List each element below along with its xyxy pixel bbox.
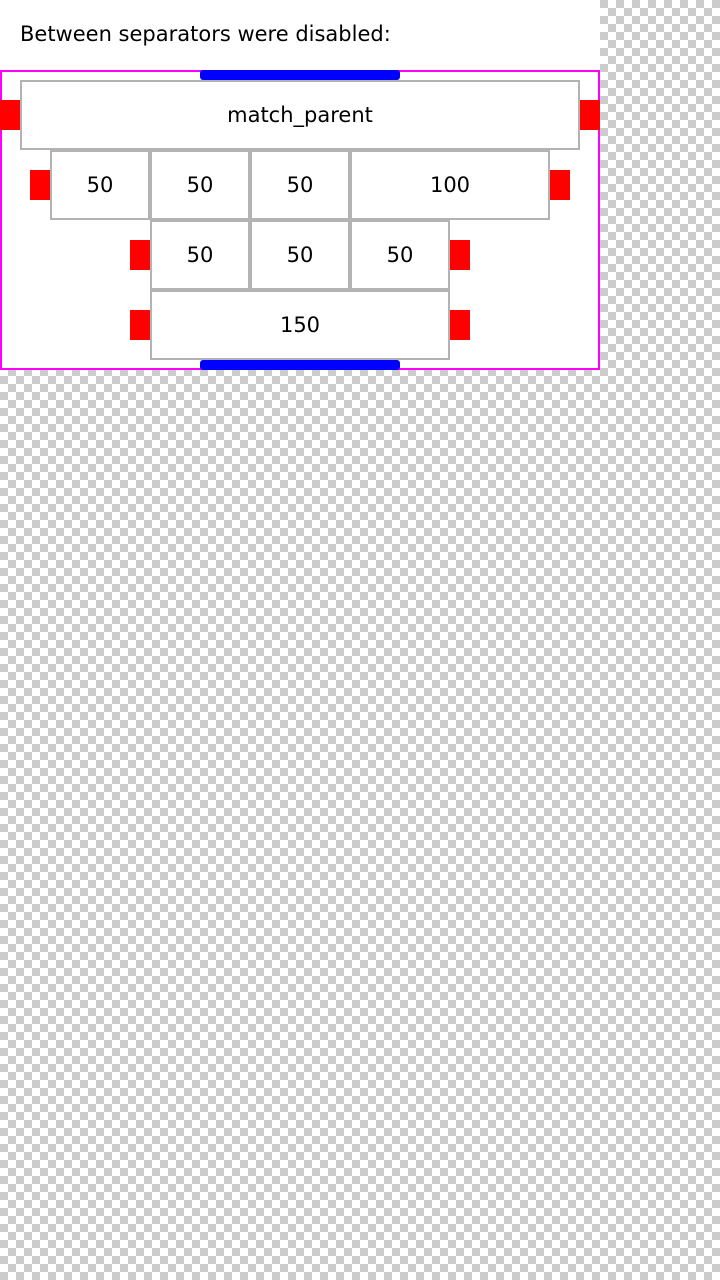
- row-4-end-separator: [450, 310, 470, 340]
- row-4-start-separator: [130, 310, 150, 340]
- cell-row-4-1: 150: [150, 290, 450, 360]
- row-2-end-separator: [550, 170, 570, 200]
- row-1-start-separator: [0, 100, 20, 130]
- screen-panel: Between separators were disabled: match_…: [0, 0, 600, 370]
- cell-row-2-4: 100: [350, 150, 550, 220]
- row-3-end-separator: [450, 240, 470, 270]
- cell-row-2-2: 50: [150, 150, 250, 220]
- cell-row-3-3: 50: [350, 220, 450, 290]
- cell-row-3-1: 50: [150, 220, 250, 290]
- cell-match-parent: match_parent: [20, 80, 580, 150]
- row-1-end-separator: [580, 100, 600, 130]
- page-title: Between separators were disabled:: [20, 22, 391, 46]
- cell-row-2-1: 50: [50, 150, 150, 220]
- bottom-separator: [200, 360, 400, 370]
- row-3-start-separator: [130, 240, 150, 270]
- row-2-start-separator: [30, 170, 50, 200]
- top-separator: [200, 70, 400, 80]
- cell-row-2-3: 50: [250, 150, 350, 220]
- cell-row-3-2: 50: [250, 220, 350, 290]
